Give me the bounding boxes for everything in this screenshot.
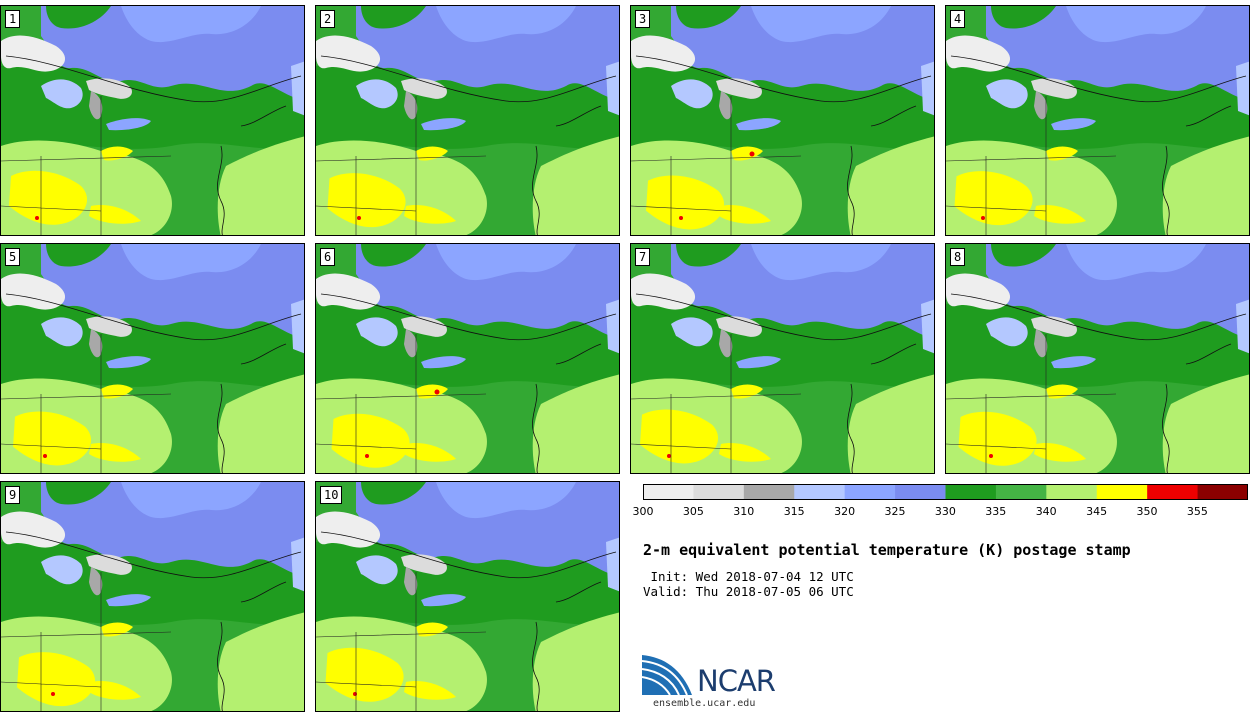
stamp-panel: 7 — [630, 243, 935, 474]
colorbar-bin — [693, 485, 745, 499]
colorbar-bin — [743, 485, 795, 499]
stamp-panel: 4 — [945, 5, 1250, 236]
map — [946, 244, 1249, 473]
colorbar-tick-label: 310 — [733, 505, 755, 518]
stamp-panel: 9 — [0, 481, 305, 712]
stamp-panel: 1 — [0, 5, 305, 236]
stamp-number: 9 — [5, 486, 21, 504]
stamp-panel: 2 — [315, 5, 620, 236]
map — [631, 6, 934, 235]
site-url: ensemble.ucar.edu — [653, 698, 756, 709]
colorbar-tick-label: 350 — [1136, 505, 1158, 518]
colorbar-tick-label: 300 — [632, 505, 654, 518]
ncar-logo-text: NCAR — [697, 664, 776, 698]
colorbar-bin — [1197, 485, 1248, 499]
stamp-number: 1 — [5, 10, 21, 28]
map — [1, 482, 304, 711]
stamp-number: 5 — [5, 248, 21, 266]
stamp-panel: 3 — [630, 5, 935, 236]
map — [1, 244, 304, 473]
colorbar — [643, 484, 1248, 500]
stamp-number: 10 — [320, 486, 343, 504]
colorbar-bin — [844, 485, 896, 499]
init-time: Init: Wed 2018-07-04 12 UTC — [643, 569, 854, 584]
colorbar-tick-label: 320 — [834, 505, 856, 518]
ncar-logo-mark — [642, 655, 692, 696]
map — [316, 482, 619, 711]
colorbar-tick-label: 355 — [1186, 505, 1208, 518]
colorbar-tick-label: 340 — [1035, 505, 1057, 518]
stamp-number: 3 — [635, 10, 651, 28]
map — [316, 6, 619, 235]
colorbar-bin — [794, 485, 846, 499]
colorbar-tick-label: 335 — [985, 505, 1007, 518]
map — [631, 244, 934, 473]
map — [946, 6, 1249, 235]
colorbar-frame — [643, 484, 1248, 500]
colorbar-bin — [1046, 485, 1098, 499]
valid-time: Valid: Thu 2018-07-05 06 UTC — [643, 584, 854, 599]
stamp-panel: 6 — [315, 243, 620, 474]
colorbar-tick-label: 345 — [1086, 505, 1108, 518]
colorbar-bin — [1147, 485, 1199, 499]
colorbar-bin — [895, 485, 946, 499]
stamp-panel: 8 — [945, 243, 1250, 474]
stamp-number: 7 — [635, 248, 651, 266]
colorbar-bin — [995, 485, 1047, 499]
figure-title: 2-m equivalent potential temperature (K)… — [643, 541, 1131, 559]
colorbar-bin — [1096, 485, 1148, 499]
stamp-number: 4 — [950, 10, 966, 28]
stamp-number: 6 — [320, 248, 336, 266]
colorbar-tick-label: 305 — [682, 505, 704, 518]
stamp-number: 2 — [320, 10, 336, 28]
colorbar-bin — [945, 485, 997, 499]
colorbar-tick-label: 315 — [783, 505, 805, 518]
stamp-panel: 10 — [315, 481, 620, 712]
colorbar-bin — [643, 485, 694, 499]
stamp-panel: 5 — [0, 243, 305, 474]
map — [1, 6, 304, 235]
map — [316, 244, 619, 473]
stamp-number: 8 — [950, 248, 966, 266]
colorbar-tick-label: 330 — [934, 505, 956, 518]
colorbar-tick-label: 325 — [884, 505, 906, 518]
